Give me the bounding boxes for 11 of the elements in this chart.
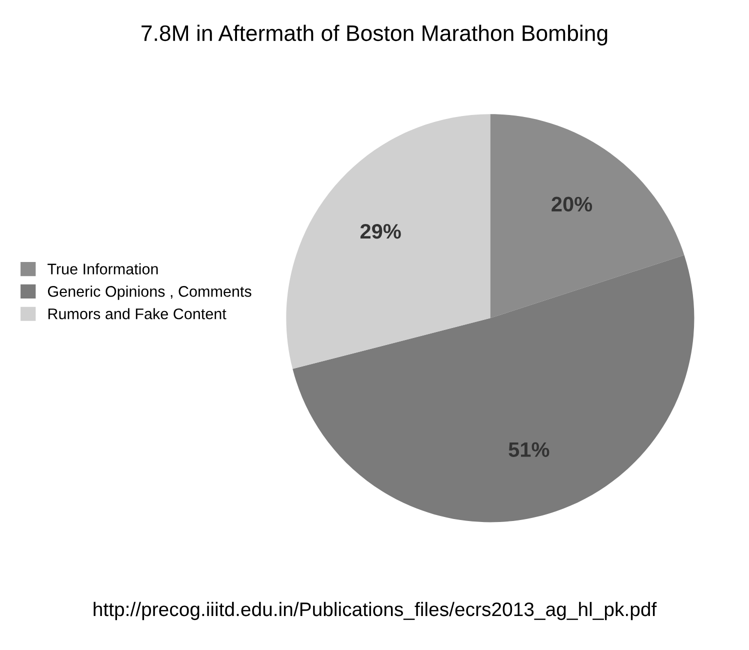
- pie-slice: [490, 114, 684, 318]
- data-label: 51%: [508, 442, 550, 457]
- pie-slice: [286, 114, 490, 369]
- chart-title: 7.8M in Aftermath of Boston Marathon Bombing: [142, 24, 608, 46]
- data-label: 29%: [360, 224, 401, 239]
- legend-label: Rumors and Fake Content: [48, 308, 226, 320]
- legend-label: True Information: [48, 263, 158, 274]
- data-label: 20%: [552, 196, 592, 212]
- pie-slice: [292, 255, 694, 522]
- legend-label: Generic Opinions , Comments: [48, 286, 252, 300]
- text: http://precog.iiitd.edu.in/Publications_files/ecrs2013_ag_hl_pk.pdf: [94, 602, 657, 620]
